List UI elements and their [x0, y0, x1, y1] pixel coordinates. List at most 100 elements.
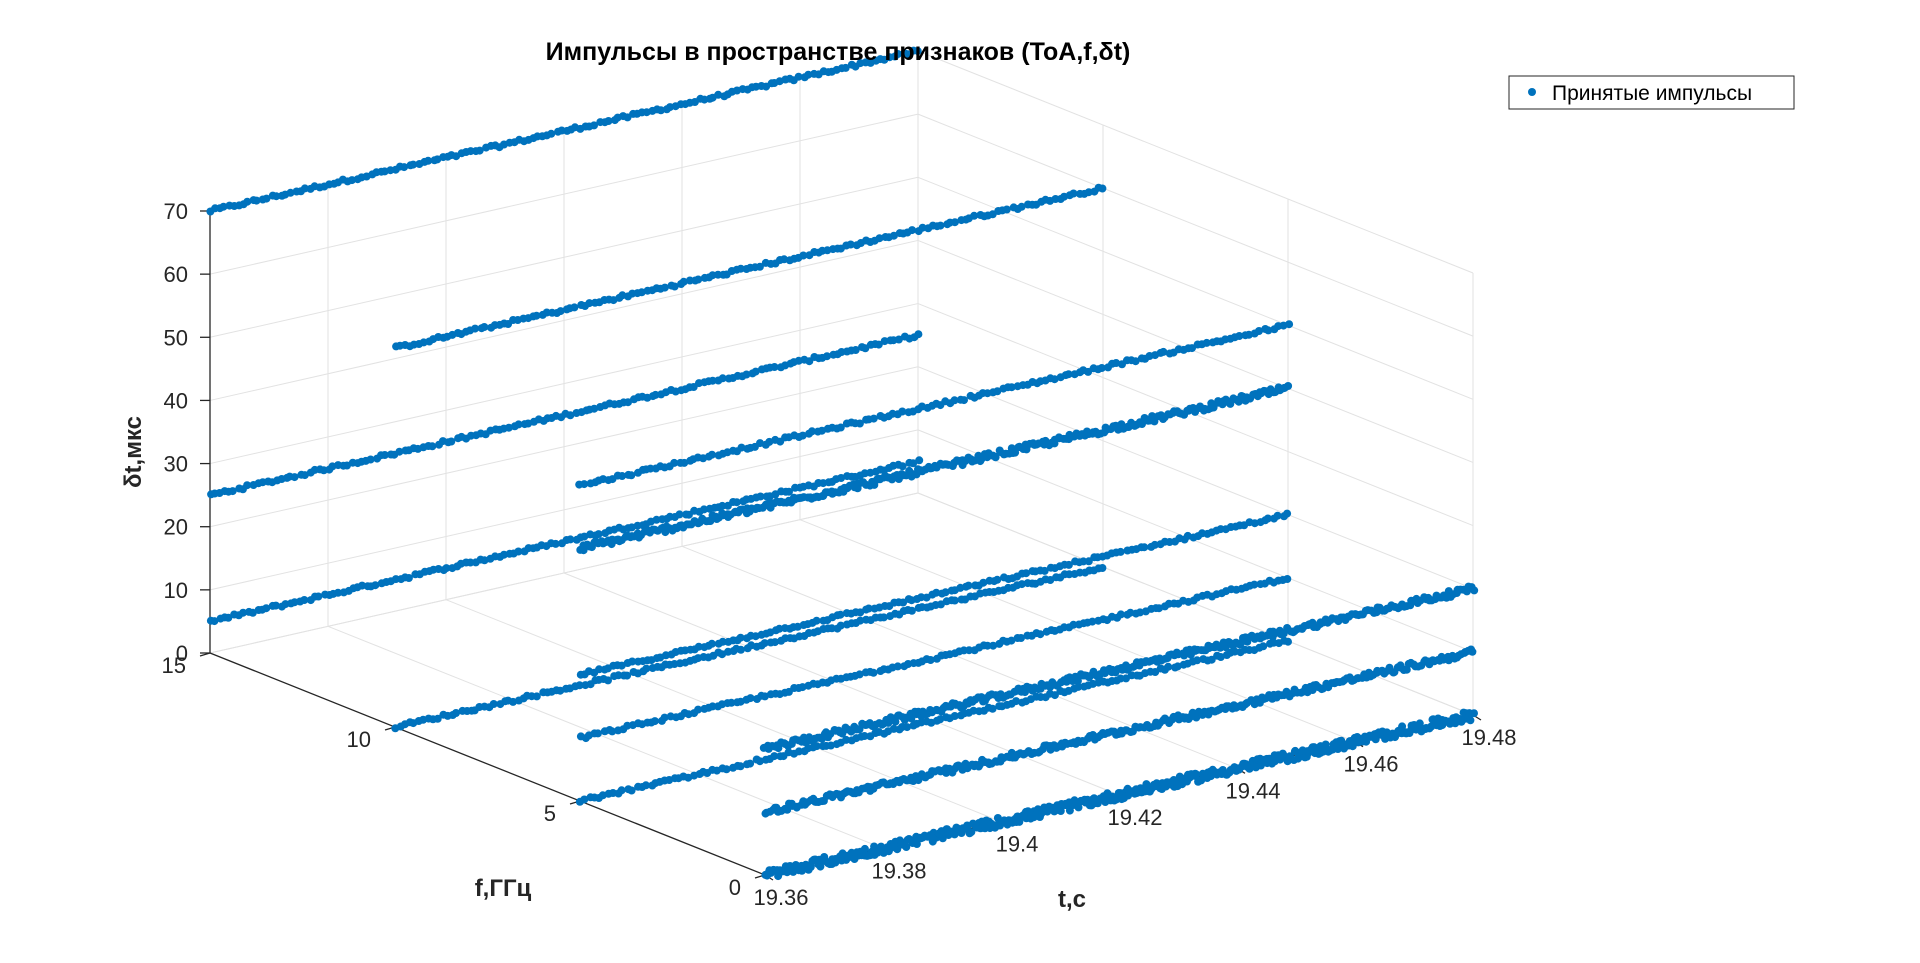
data-point: [914, 330, 923, 339]
data-point: [714, 90, 723, 99]
data-point: [680, 458, 689, 467]
data-point: [594, 530, 603, 539]
grid-line-side-z: [917, 176, 1474, 400]
data-point: [1050, 375, 1059, 384]
data-point: [950, 712, 959, 720]
data-point: [879, 613, 888, 622]
data-point: [756, 492, 765, 501]
data-point: [926, 656, 935, 664]
data-point: [860, 844, 869, 853]
data-point: [760, 692, 769, 701]
data-point: [806, 863, 815, 871]
data-point: [983, 641, 992, 650]
data-point: [624, 398, 632, 407]
data-point: [590, 404, 599, 413]
data-point: [1470, 709, 1478, 718]
y-tick-label: 10: [347, 727, 371, 752]
data-point: [618, 472, 627, 480]
data-point: [1056, 807, 1065, 815]
data-point: [1116, 610, 1125, 619]
data-point: [950, 218, 959, 227]
data-point: [736, 762, 745, 771]
data-point: [224, 613, 233, 622]
data-point: [732, 498, 741, 507]
grid-line-floor-x: [563, 572, 1120, 796]
data-point: [300, 596, 309, 604]
data-point: [1098, 184, 1107, 193]
data-point: [642, 664, 651, 673]
data-point: [1140, 543, 1149, 552]
data-point: [243, 481, 252, 490]
data-point: [617, 786, 626, 795]
data-point: [1036, 630, 1045, 639]
data-point: [891, 717, 900, 726]
data-point: [1069, 189, 1078, 198]
data-point: [272, 192, 281, 201]
grid-line-back-z: [209, 303, 919, 465]
data-point: [1273, 511, 1282, 520]
data-point: [1074, 682, 1083, 691]
data-point: [228, 487, 237, 496]
data-point: [366, 455, 375, 464]
data-point: [286, 188, 295, 197]
data-point: [1188, 344, 1196, 353]
data-point: [838, 729, 847, 738]
data-point: [627, 471, 636, 480]
data-point: [1050, 691, 1059, 700]
data-point: [823, 352, 831, 361]
y-axis-line: [209, 652, 766, 876]
data-point: [1259, 642, 1268, 651]
grid-line-side-z: [917, 50, 1474, 274]
data-point: [936, 221, 945, 230]
y-axis-label: f,ГГц: [475, 875, 532, 902]
data-point: [718, 374, 727, 383]
data-point: [660, 283, 669, 292]
data-point: [770, 752, 779, 761]
data-point: [252, 196, 261, 205]
data-point: [480, 323, 489, 331]
data-point: [909, 459, 918, 468]
tick-labels: 19.36 19.38 19.4 19.42 19.44 19.46 19.48 0 5 10 15…: [162, 199, 1517, 910]
grid-line-back-z: [209, 239, 919, 401]
data-point: [907, 606, 916, 615]
data-point: [1337, 736, 1346, 745]
data-point: [755, 757, 764, 766]
data-point: [771, 638, 779, 647]
data-point: [991, 453, 1000, 462]
data-point: [1088, 617, 1097, 626]
data-point: [580, 795, 589, 804]
data-point: [262, 604, 271, 613]
data-point: [566, 411, 575, 420]
data-point: [380, 451, 389, 459]
data-point: [1097, 364, 1106, 372]
data-point: [371, 581, 380, 590]
data-point: [604, 676, 612, 685]
data-point: [290, 473, 299, 482]
data-point: [1002, 205, 1011, 214]
data-point: [1371, 735, 1380, 744]
data-point: [760, 639, 769, 648]
data-point: [1131, 357, 1140, 366]
data-point: [1283, 509, 1292, 518]
data-point: [1024, 807, 1032, 816]
z-tick-label: 70: [164, 199, 188, 224]
data-point: [1216, 653, 1225, 661]
data-point: [566, 535, 575, 544]
data-point: [590, 121, 598, 130]
data-point: [471, 324, 480, 333]
data-point: [210, 617, 219, 626]
data-point: [1064, 370, 1073, 379]
data-point: [447, 437, 456, 446]
data-point: [964, 581, 973, 590]
data-point: [409, 160, 418, 169]
data-point: [1007, 383, 1016, 392]
data-point: [851, 346, 860, 354]
data-point: [1284, 382, 1293, 390]
data-point: [841, 63, 850, 72]
data-point: [1193, 656, 1202, 665]
data-point: [262, 194, 271, 203]
data-point: [1159, 347, 1168, 356]
data-point: [400, 163, 409, 172]
legend-marker: [1528, 88, 1536, 96]
x-tick-label: 19.48: [1461, 725, 1516, 750]
